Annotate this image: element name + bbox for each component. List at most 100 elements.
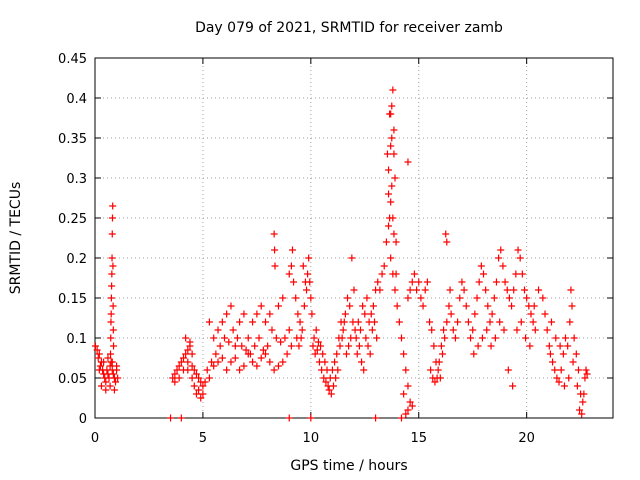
- data-point: [96, 362, 104, 370]
- data-point: [309, 342, 317, 350]
- data-point: [549, 358, 557, 366]
- data-point: [373, 334, 381, 342]
- data-point: [249, 318, 257, 326]
- data-point: [107, 318, 115, 326]
- y-tick-label: 0.35: [58, 132, 87, 147]
- data-point: [257, 302, 265, 310]
- data-point: [190, 382, 198, 390]
- data-point: [325, 386, 333, 394]
- data-point: [391, 286, 399, 294]
- data-point: [109, 262, 117, 270]
- data-point: [535, 286, 543, 294]
- data-point: [223, 310, 231, 318]
- data-point: [346, 302, 354, 310]
- data-point: [390, 126, 398, 134]
- data-point: [271, 246, 279, 254]
- data-point: [404, 294, 412, 302]
- data-point: [475, 278, 483, 286]
- data-point: [305, 254, 313, 262]
- data-point: [242, 346, 250, 354]
- data-point: [184, 366, 192, 374]
- data-point: [503, 286, 511, 294]
- data-point: [526, 342, 534, 350]
- data-point: [458, 278, 466, 286]
- data-point: [313, 346, 321, 354]
- data-point: [199, 382, 207, 390]
- data-point: [221, 334, 228, 342]
- data-point: [244, 334, 252, 342]
- y-tick-label: 0.1: [66, 332, 87, 347]
- data-point: [104, 354, 112, 362]
- data-point: [372, 414, 380, 422]
- data-point: [462, 302, 470, 310]
- data-point: [345, 342, 353, 350]
- data-point: [397, 334, 405, 342]
- data-point: [397, 414, 405, 422]
- data-point: [292, 294, 300, 302]
- data-point: [402, 366, 410, 374]
- data-point: [266, 358, 274, 366]
- data-point: [477, 262, 485, 270]
- data-point: [582, 366, 590, 374]
- data-point: [231, 354, 239, 362]
- data-point: [383, 150, 391, 158]
- data-point: [268, 326, 276, 334]
- data-point: [501, 278, 509, 286]
- data-point: [382, 238, 390, 246]
- data-point: [410, 270, 418, 278]
- data-point: [404, 406, 412, 414]
- data-point: [510, 286, 518, 294]
- data-point: [266, 310, 274, 318]
- data-point: [236, 318, 244, 326]
- data-point: [95, 366, 103, 374]
- data-point: [190, 366, 198, 374]
- data-point: [435, 358, 443, 366]
- data-point: [467, 334, 475, 342]
- data-point: [393, 302, 401, 310]
- data-point: [505, 294, 513, 302]
- data-point: [484, 302, 492, 310]
- data-point: [285, 270, 293, 278]
- data-point: [214, 358, 222, 366]
- data-point: [296, 318, 304, 326]
- data-point: [195, 374, 203, 382]
- data-point: [322, 378, 330, 386]
- data-point: [338, 334, 346, 342]
- data-point: [320, 374, 328, 382]
- data-point: [471, 310, 479, 318]
- data-point: [509, 382, 517, 390]
- data-point: [389, 86, 397, 94]
- data-point: [572, 350, 580, 358]
- data-point: [361, 310, 369, 318]
- y-tick-label: 0.45: [58, 52, 87, 67]
- data-point: [107, 310, 115, 318]
- data-point: [271, 262, 279, 270]
- data-point: [531, 326, 539, 334]
- data-point: [169, 374, 177, 382]
- data-point: [580, 390, 588, 398]
- data-point: [578, 410, 586, 418]
- data-point: [182, 334, 190, 342]
- data-point: [486, 318, 494, 326]
- data-point: [513, 326, 521, 334]
- plot-frame: [94, 57, 614, 419]
- data-point: [500, 326, 508, 334]
- data-point: [251, 342, 259, 350]
- data-point: [272, 334, 280, 342]
- data-point: [430, 342, 438, 350]
- data-point: [395, 318, 403, 326]
- data-point: [474, 342, 482, 350]
- data-point: [227, 302, 235, 310]
- data-point: [279, 294, 287, 302]
- data-point: [340, 318, 348, 326]
- data-point: [368, 326, 376, 334]
- data-point: [182, 350, 190, 358]
- data-point: [227, 358, 235, 366]
- data-point: [478, 334, 486, 342]
- data-point: [108, 358, 116, 366]
- data-point: [547, 318, 555, 326]
- data-point: [277, 338, 285, 346]
- data-point: [246, 350, 254, 358]
- data-point: [264, 342, 272, 350]
- data-point: [106, 362, 114, 370]
